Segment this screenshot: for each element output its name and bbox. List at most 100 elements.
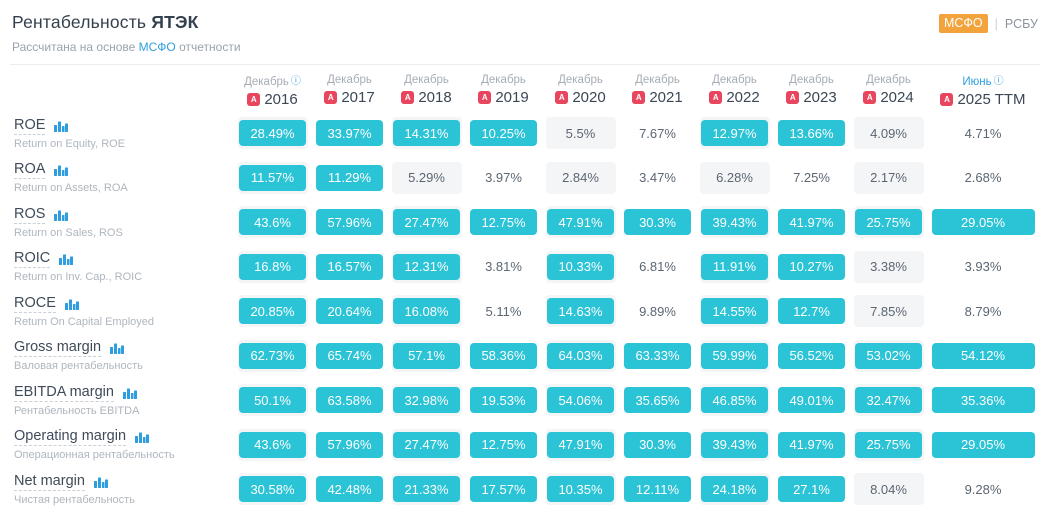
- pdf-icon[interactable]: A: [401, 91, 415, 104]
- value-cell: 39.43%: [696, 200, 773, 245]
- value-cell: 29.05%: [927, 423, 1039, 468]
- column-header[interactable]: Декабрь A 2020: [542, 74, 619, 106]
- metric-value: 41.97%: [778, 209, 845, 236]
- metric-value: 47.91%: [547, 431, 614, 458]
- pdf-icon[interactable]: A: [709, 91, 723, 104]
- column-year-label: 2025 TTM: [957, 91, 1026, 108]
- column-header[interactable]: Декабрь ⓘ A 2016: [234, 72, 311, 108]
- column-header[interactable]: Декабрь A 2017: [311, 74, 388, 106]
- value-cell: 30.3%: [619, 200, 696, 245]
- metric-value: 41.97%: [778, 431, 845, 458]
- info-icon[interactable]: ⓘ: [993, 76, 1004, 87]
- bar-chart-icon[interactable]: [54, 209, 69, 221]
- metric-value: 8.04%: [870, 481, 907, 497]
- value-cell: 8.79%: [927, 289, 1039, 334]
- bar-chart-icon[interactable]: [64, 298, 79, 310]
- metric-value: 57.1%: [393, 342, 460, 369]
- metric-sublabel: Рентабельность EBITDA: [14, 404, 140, 417]
- column-header[interactable]: Декабрь A 2022: [696, 74, 773, 106]
- value-cell: 28.49%: [234, 111, 311, 156]
- column-year-label: 2022: [726, 89, 760, 106]
- pdf-icon[interactable]: A: [786, 91, 800, 104]
- metric-value: 12.31%: [393, 253, 460, 280]
- column-year-label: 2018: [418, 89, 452, 106]
- msfo-link[interactable]: МСФО: [138, 40, 176, 54]
- info-icon[interactable]: ⓘ: [290, 76, 301, 87]
- value-cell: 3.93%: [927, 245, 1039, 290]
- metric-name[interactable]: ROS: [14, 205, 46, 224]
- metric-name[interactable]: Operating margin: [14, 428, 127, 447]
- column-year-label: 2016: [264, 91, 298, 108]
- column-header[interactable]: Декабрь A 2018: [388, 74, 465, 106]
- metric-value: 57.96%: [316, 431, 383, 458]
- bar-chart-icon[interactable]: [93, 476, 108, 488]
- value-cell: 32.47%: [850, 378, 927, 423]
- metric-value: 9.89%: [639, 303, 676, 319]
- titles: Рентабельность ЯТЭК Рассчитана на основе…: [12, 12, 241, 54]
- metric-value: 10.27%: [778, 253, 845, 280]
- value-cell: 11.57%: [234, 156, 311, 201]
- metric-value: 12.7%: [778, 298, 845, 325]
- value-cell: 9.28%: [927, 467, 1039, 512]
- column-header[interactable]: Декабрь A 2021: [619, 74, 696, 106]
- value-cell: 30.3%: [619, 423, 696, 468]
- page-header: Рентабельность ЯТЭК Рассчитана на основе…: [10, 8, 1040, 64]
- value-cell: 27.1%: [773, 467, 850, 512]
- bar-chart-icon[interactable]: [59, 253, 74, 266]
- value-cell: 57.96%: [311, 200, 388, 245]
- value-cell: 3.97%: [465, 156, 542, 201]
- metric-name[interactable]: ROA: [14, 161, 46, 180]
- metric-name[interactable]: ROCE: [14, 294, 56, 313]
- metric-name[interactable]: ROE: [14, 116, 46, 135]
- value-cell: 5.5%: [542, 111, 619, 156]
- metric-value: 33.97%: [316, 120, 383, 147]
- bar-chart-icon[interactable]: [135, 431, 150, 444]
- value-cell: 62.73%: [234, 334, 311, 379]
- metric-label-cell: ROE Return on Equity, ROE: [10, 117, 234, 150]
- pdf-icon[interactable]: A: [555, 91, 569, 104]
- column-header[interactable]: Декабрь A 2019: [465, 74, 542, 106]
- value-cell: 24.18%: [696, 467, 773, 512]
- metric-sublabel: Return on Assets, ROA: [14, 182, 128, 195]
- value-cell: 11.29%: [311, 156, 388, 201]
- metric-value: 27.1%: [778, 476, 845, 503]
- page-title: Рентабельность ЯТЭК: [12, 12, 241, 33]
- value-cell: 63.58%: [311, 378, 388, 423]
- msfo-toggle-option[interactable]: МСФО: [938, 14, 988, 33]
- pdf-icon[interactable]: A: [632, 91, 646, 104]
- pdf-icon[interactable]: A: [863, 91, 877, 104]
- metric-value: 11.57%: [239, 164, 306, 191]
- value-cell: 25.75%: [850, 423, 927, 468]
- bar-chart-icon[interactable]: [110, 342, 125, 355]
- value-cell: 20.85%: [234, 289, 311, 334]
- metric-value: 3.38%: [870, 259, 907, 275]
- rsbu-toggle-option[interactable]: РСБУ: [1004, 16, 1038, 31]
- pdf-icon[interactable]: A: [478, 91, 492, 104]
- value-cell: 12.75%: [465, 200, 542, 245]
- value-cell: 63.33%: [619, 334, 696, 379]
- metric-sublabel: Return on Sales, ROS: [14, 226, 123, 239]
- value-cell: 2.17%: [850, 156, 927, 201]
- metric-value: 29.05%: [931, 209, 1035, 236]
- bar-chart-icon[interactable]: [54, 164, 69, 177]
- value-cell: 5.29%: [388, 156, 465, 201]
- pdf-icon[interactable]: A: [324, 91, 338, 104]
- pdf-icon[interactable]: A: [940, 93, 954, 106]
- table-row: Net margin Чистая рентабельность 30.58% 42.…: [10, 467, 1040, 512]
- column-header[interactable]: Июнь ⓘ A 2025 TTM: [927, 72, 1039, 108]
- metric-name[interactable]: EBITDA margin: [14, 383, 114, 402]
- metric-value: 3.47%: [639, 170, 676, 186]
- column-header[interactable]: Декабрь A 2024: [850, 74, 927, 106]
- bar-chart-icon[interactable]: [122, 387, 137, 399]
- metric-name[interactable]: Net margin: [14, 472, 85, 491]
- bar-chart-icon[interactable]: [54, 120, 69, 132]
- metric-name[interactable]: ROIC: [14, 250, 51, 269]
- metric-name[interactable]: Gross margin: [14, 339, 102, 358]
- value-cell: 41.97%: [773, 423, 850, 468]
- pdf-icon[interactable]: A: [247, 93, 261, 106]
- value-cell: 25.75%: [850, 200, 927, 245]
- column-header[interactable]: Декабрь A 2023: [773, 74, 850, 106]
- metric-value: 35.65%: [624, 387, 691, 414]
- metric-value: 53.02%: [855, 342, 922, 369]
- metric-value: 3.93%: [964, 259, 1002, 275]
